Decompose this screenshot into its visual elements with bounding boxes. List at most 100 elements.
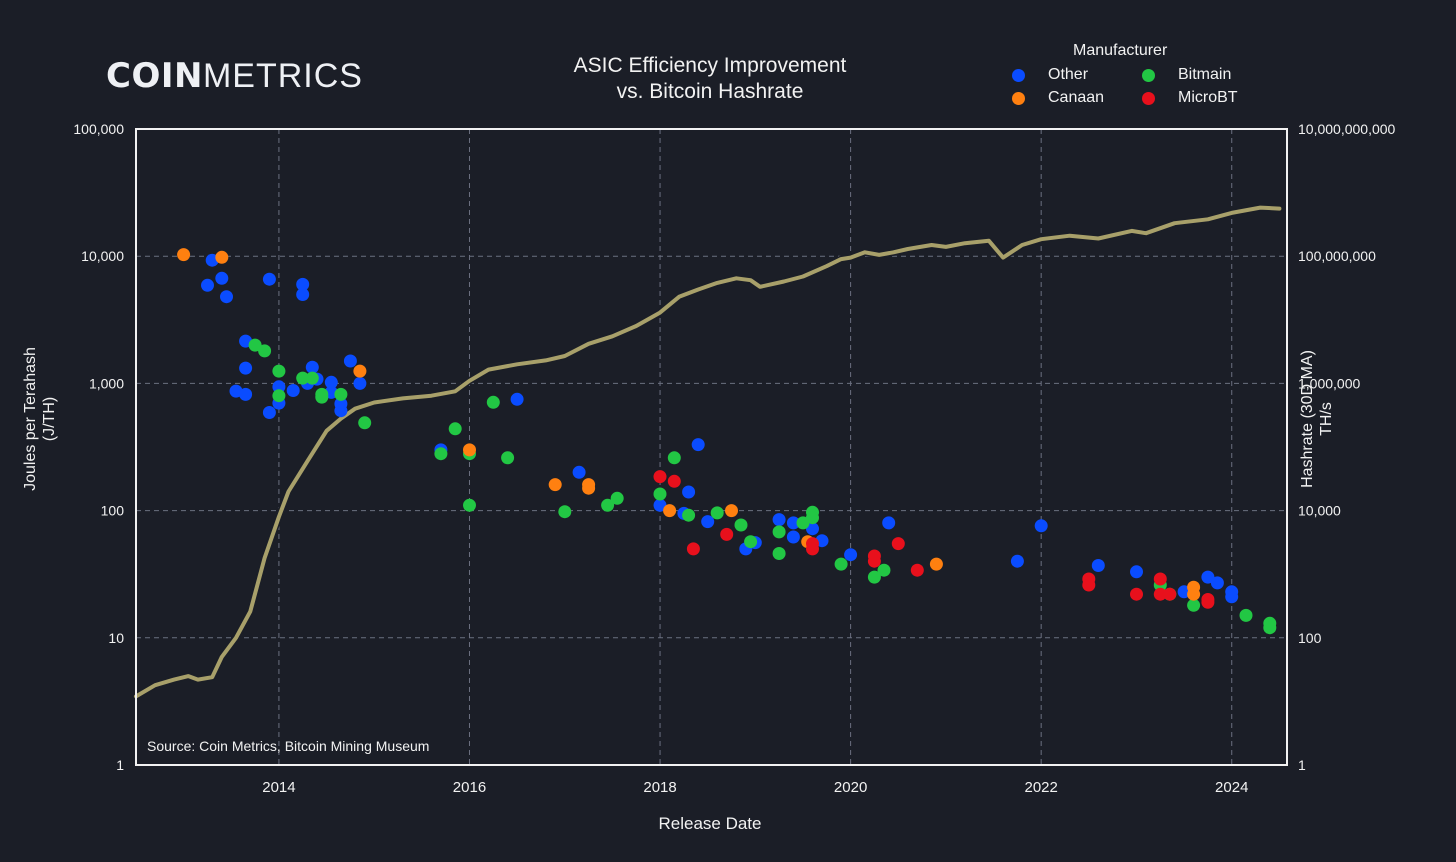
- data-point-canaan: [463, 443, 476, 457]
- legend-item-microbt[interactable]: MicroBT: [1142, 89, 1238, 107]
- data-point-other: [510, 392, 524, 406]
- data-point-other: [1091, 559, 1105, 572]
- y2-tick-label: 100: [1298, 630, 1322, 646]
- data-point-bitmain: [834, 557, 848, 571]
- data-point-other: [334, 404, 348, 418]
- data-point-microbt: [867, 554, 881, 568]
- data-point-other: [806, 522, 819, 536]
- legend-label-bitmain: Bitmain: [1178, 66, 1232, 83]
- data-point-canaan: [929, 557, 943, 571]
- data-point-other: [1225, 590, 1239, 604]
- y-axis-right-label: Hashrate (30D MA) TH/s: [1298, 299, 1336, 539]
- data-point-other: [844, 548, 858, 562]
- legend-label-canaan: Canaan: [1048, 89, 1105, 106]
- y-axis-left-label: Joules per Terahash (J/TH): [21, 299, 59, 539]
- legend-marker-other: [1012, 68, 1025, 82]
- data-point-other: [786, 516, 800, 530]
- data-point-other: [296, 288, 310, 301]
- legend-marker-microbt: [1142, 91, 1155, 105]
- data-point-bitmain: [272, 389, 286, 403]
- data-point-bitmain: [258, 344, 272, 358]
- hashrate-line-group: [132, 204, 1283, 700]
- data-point-bitmain: [867, 570, 881, 584]
- data-point-bitmain: [248, 338, 262, 352]
- data-point-bitmain: [486, 395, 500, 409]
- y2-tick-label: 100,000,000: [1298, 248, 1376, 264]
- data-point-bitmain: [682, 508, 696, 522]
- legend-item-bitmain[interactable]: Bitmain: [1142, 66, 1231, 84]
- data-point-microbt: [1153, 572, 1167, 586]
- y-tick-label: 10,000: [81, 248, 124, 264]
- y-axis-left-ticks: 1 10 100 1,000 10,000 100,000: [73, 121, 124, 773]
- data-point-bitmain: [1239, 608, 1253, 622]
- data-point-bitmain: [710, 506, 724, 520]
- source-note: Source: Coin Metrics, Bitcoin Mining Mus…: [147, 738, 430, 754]
- data-point-bitmain: [558, 505, 572, 519]
- data-point-canaan: [353, 364, 367, 378]
- y2-tick-label: 1: [1298, 757, 1306, 773]
- data-point-bitmain: [463, 498, 476, 512]
- data-point-other: [1210, 576, 1224, 590]
- coinmetrics-logo: COINMETRICS: [106, 56, 363, 96]
- data-point-canaan: [725, 504, 738, 518]
- data-point-other: [343, 354, 357, 368]
- y2-tick-label: 10,000,000,000: [1298, 121, 1396, 137]
- data-point-other: [653, 498, 667, 512]
- data-point-bitmain: [315, 390, 329, 404]
- data-point-other: [691, 438, 705, 452]
- data-point-other: [262, 272, 276, 286]
- y-tick-label: 100,000: [73, 121, 124, 137]
- legend-item-other[interactable]: Other: [1012, 66, 1088, 84]
- data-point-bitmain: [744, 535, 758, 549]
- data-point-bitmain: [877, 563, 891, 577]
- data-point-other: [1130, 565, 1143, 579]
- y-tick-label: 1,000: [89, 375, 124, 391]
- x-axis-ticks: 2014 2016 2018 2020 2022 2024: [262, 779, 1248, 796]
- y-axis-right-ticks: 1 100 10,000 1,000,000 100,000,000 10,000,000…: [1298, 121, 1396, 773]
- data-point-microbt: [720, 527, 734, 541]
- scatter-points: [177, 248, 1277, 635]
- data-point-other: [882, 516, 896, 530]
- data-point-other: [239, 387, 253, 401]
- data-point-microbt: [806, 542, 819, 556]
- data-point-microbt: [667, 474, 681, 488]
- data-point-microbt: [1201, 595, 1215, 609]
- data-point-other: [701, 515, 715, 529]
- data-point-bitmain: [772, 547, 786, 560]
- data-point-canaan: [582, 481, 596, 495]
- data-point-canaan: [1187, 587, 1201, 601]
- x-tick-label: 2020: [834, 779, 867, 796]
- data-point-bitmain: [653, 487, 667, 501]
- data-point-bitmain: [434, 447, 448, 461]
- legend-label-microbt: MicroBT: [1178, 89, 1238, 106]
- data-point-bitmain: [1263, 621, 1277, 635]
- data-point-other: [262, 406, 276, 419]
- legend-item-canaan[interactable]: Canaan: [1012, 89, 1104, 107]
- data-point-bitmain: [296, 371, 310, 385]
- legend-marker-canaan: [1012, 91, 1025, 105]
- data-point-bitmain: [305, 371, 319, 385]
- hashrate-line: [134, 205, 1282, 699]
- chart-title-line-2: vs. Bitcoin Hashrate: [616, 80, 804, 103]
- data-point-bitmain: [501, 451, 515, 465]
- data-point-bitmain: [1187, 598, 1201, 612]
- data-point-canaan: [663, 504, 677, 518]
- legend-title: Manufacturer: [1073, 42, 1168, 59]
- data-point-microbt: [1130, 587, 1143, 601]
- grid: [136, 129, 1287, 765]
- data-point-other: [324, 375, 338, 389]
- data-point-microbt: [1082, 578, 1096, 592]
- y2-tick-label: 1,000,000: [1298, 375, 1360, 391]
- data-point-microbt: [1153, 587, 1167, 601]
- data-point-other: [286, 384, 300, 397]
- data-point-other: [682, 485, 696, 499]
- data-point-canaan: [177, 248, 191, 262]
- data-point-canaan: [215, 250, 229, 264]
- data-point-microbt: [1163, 587, 1177, 601]
- data-point-bitmain: [601, 498, 615, 512]
- x-tick-label: 2016: [453, 779, 486, 796]
- data-point-other: [215, 271, 229, 285]
- data-point-microbt: [653, 470, 667, 484]
- data-point-other: [1034, 519, 1048, 533]
